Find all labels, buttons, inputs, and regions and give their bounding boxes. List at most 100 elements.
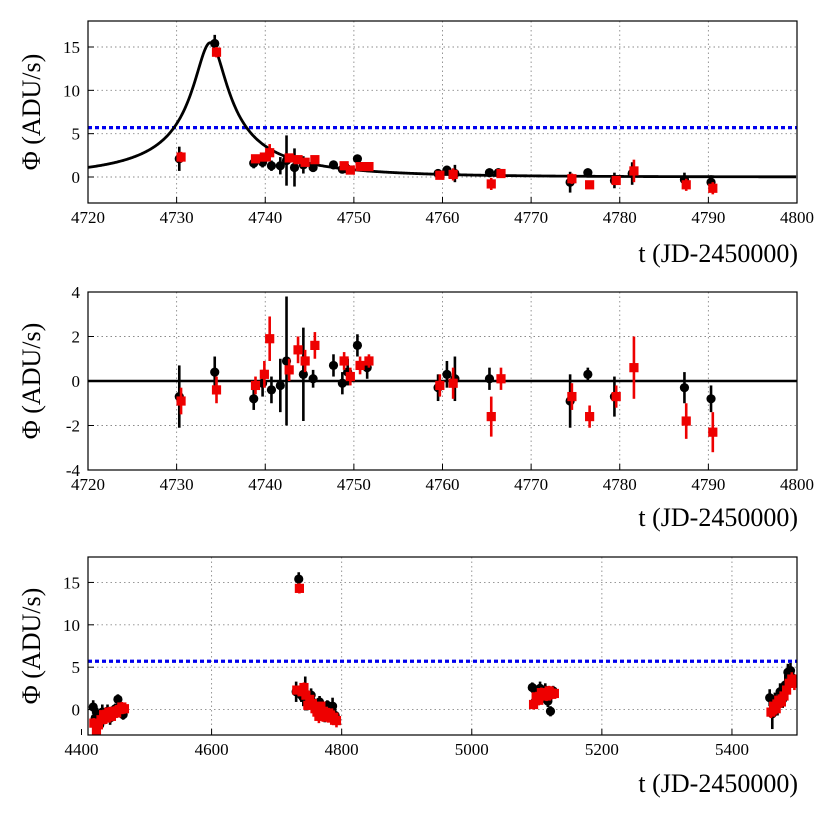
- data-point-square: [486, 179, 496, 189]
- y-tick-label: -2: [66, 417, 80, 436]
- data-point-square: [250, 380, 261, 391]
- data-point-circle: [210, 38, 220, 49]
- data-point-square: [211, 47, 222, 57]
- data-point-circle: [484, 374, 495, 384]
- data-point-square: [585, 180, 595, 190]
- data-point-square: [681, 416, 691, 426]
- x-axis-label: t (JD-2450000): [638, 503, 798, 532]
- x-tick-label: 4790: [691, 208, 725, 227]
- y-tick-label: 5: [72, 658, 81, 677]
- y-tick-label: 10: [63, 616, 80, 635]
- data-point-square: [345, 165, 355, 175]
- y-tick-label: -4: [66, 461, 81, 480]
- data-point-square: [528, 699, 539, 710]
- x-tick-label: 4600: [195, 740, 229, 759]
- plot-frame: [87, 556, 798, 736]
- data-point-circle: [679, 383, 690, 393]
- x-tick-label: 4740: [248, 208, 282, 227]
- data-point-square: [629, 363, 639, 373]
- x-tick-label: 4770: [514, 208, 548, 227]
- y-tick-label: 2: [72, 328, 81, 347]
- data-point-square: [91, 725, 102, 735]
- plot-frame: [87, 20, 798, 204]
- y-tick-label: 10: [63, 81, 80, 100]
- data-point-square: [265, 148, 275, 158]
- data-point-square: [119, 704, 130, 714]
- data-point-square: [549, 688, 559, 699]
- data-point-square: [435, 380, 445, 391]
- panel-2: 4720 4730 4740 4750 4760 4770 4780 4790 4800 -4 -2…: [17, 283, 814, 532]
- data-point-square: [339, 356, 349, 366]
- data-point-square: [364, 356, 374, 366]
- y-axis-label: Φ (ADU/s): [17, 588, 46, 705]
- y-tick-label: 15: [63, 38, 80, 57]
- data-point-square: [314, 711, 324, 721]
- data-point-circle: [113, 694, 123, 705]
- data-point-square: [284, 153, 294, 163]
- data-point-square: [96, 715, 106, 725]
- data-point-square: [585, 412, 595, 422]
- data-point-circle: [266, 161, 277, 171]
- data-point-circle: [484, 168, 495, 178]
- data-point-circle: [337, 378, 347, 388]
- y-tick-label: 5: [72, 125, 81, 144]
- x-tick-label: 4800: [780, 475, 814, 494]
- data-point-square: [318, 706, 329, 716]
- data-point-square: [496, 168, 506, 179]
- x-tick-label: 4800: [780, 208, 814, 227]
- data-point-circle: [88, 702, 98, 712]
- data-point-square: [284, 365, 294, 375]
- data-point-circle: [294, 574, 304, 584]
- data-point-square: [776, 697, 786, 707]
- data-point-square: [293, 345, 303, 355]
- data-point-square: [93, 720, 104, 730]
- data-point-square: [293, 155, 303, 165]
- data-point-circle: [308, 374, 318, 384]
- data-point-square: [611, 175, 621, 186]
- data-point-circle: [249, 394, 259, 404]
- data-point-square: [339, 161, 349, 171]
- data-point-square: [486, 412, 496, 422]
- data-point-square: [259, 369, 269, 379]
- data-point-square: [176, 152, 186, 162]
- plot-area: [88, 296, 797, 453]
- x-tick-label: 4750: [337, 208, 371, 227]
- data-point-square: [708, 183, 718, 193]
- data-point-circle: [308, 162, 318, 173]
- data-point-circle: [352, 154, 363, 164]
- data-point-square: [766, 707, 776, 717]
- data-point-square: [541, 691, 552, 701]
- data-point-square: [310, 340, 320, 350]
- data-point-square: [435, 170, 445, 180]
- data-point-square: [176, 396, 186, 406]
- data-point-square: [294, 583, 304, 593]
- data-point-square: [629, 166, 639, 176]
- data-point-square: [781, 685, 792, 695]
- x-tick-label: 4790: [691, 475, 725, 494]
- x-tick-label: 4750: [337, 475, 371, 494]
- x-axis-label: t (JD-2450000): [638, 769, 798, 798]
- data-point-square: [771, 704, 781, 714]
- data-point-circle: [328, 160, 339, 170]
- data-point-square: [681, 180, 691, 190]
- data-point-square: [300, 356, 310, 366]
- plot-frame: [87, 291, 798, 471]
- data-point-square: [779, 691, 789, 701]
- data-point-square: [106, 711, 117, 721]
- data-point-circle: [442, 369, 452, 379]
- data-point-square: [496, 374, 506, 384]
- data-point-square: [307, 699, 318, 709]
- data-point-square: [316, 701, 326, 711]
- data-point-circle: [275, 380, 285, 391]
- panel-1: 4720 4730 4740 4750 4760 4770 4780 4790 4800 0 5 10…: [17, 20, 814, 268]
- data-point-square: [448, 378, 458, 388]
- data-point-square: [567, 174, 577, 184]
- data-point-square: [611, 391, 621, 402]
- data-point-square: [534, 695, 544, 705]
- data-point-square: [345, 371, 355, 382]
- y-tick-label: 4: [72, 283, 81, 302]
- data-point-square: [211, 385, 222, 395]
- data-point-square: [789, 678, 797, 688]
- data-point-square: [300, 157, 310, 167]
- data-point-square: [567, 391, 577, 402]
